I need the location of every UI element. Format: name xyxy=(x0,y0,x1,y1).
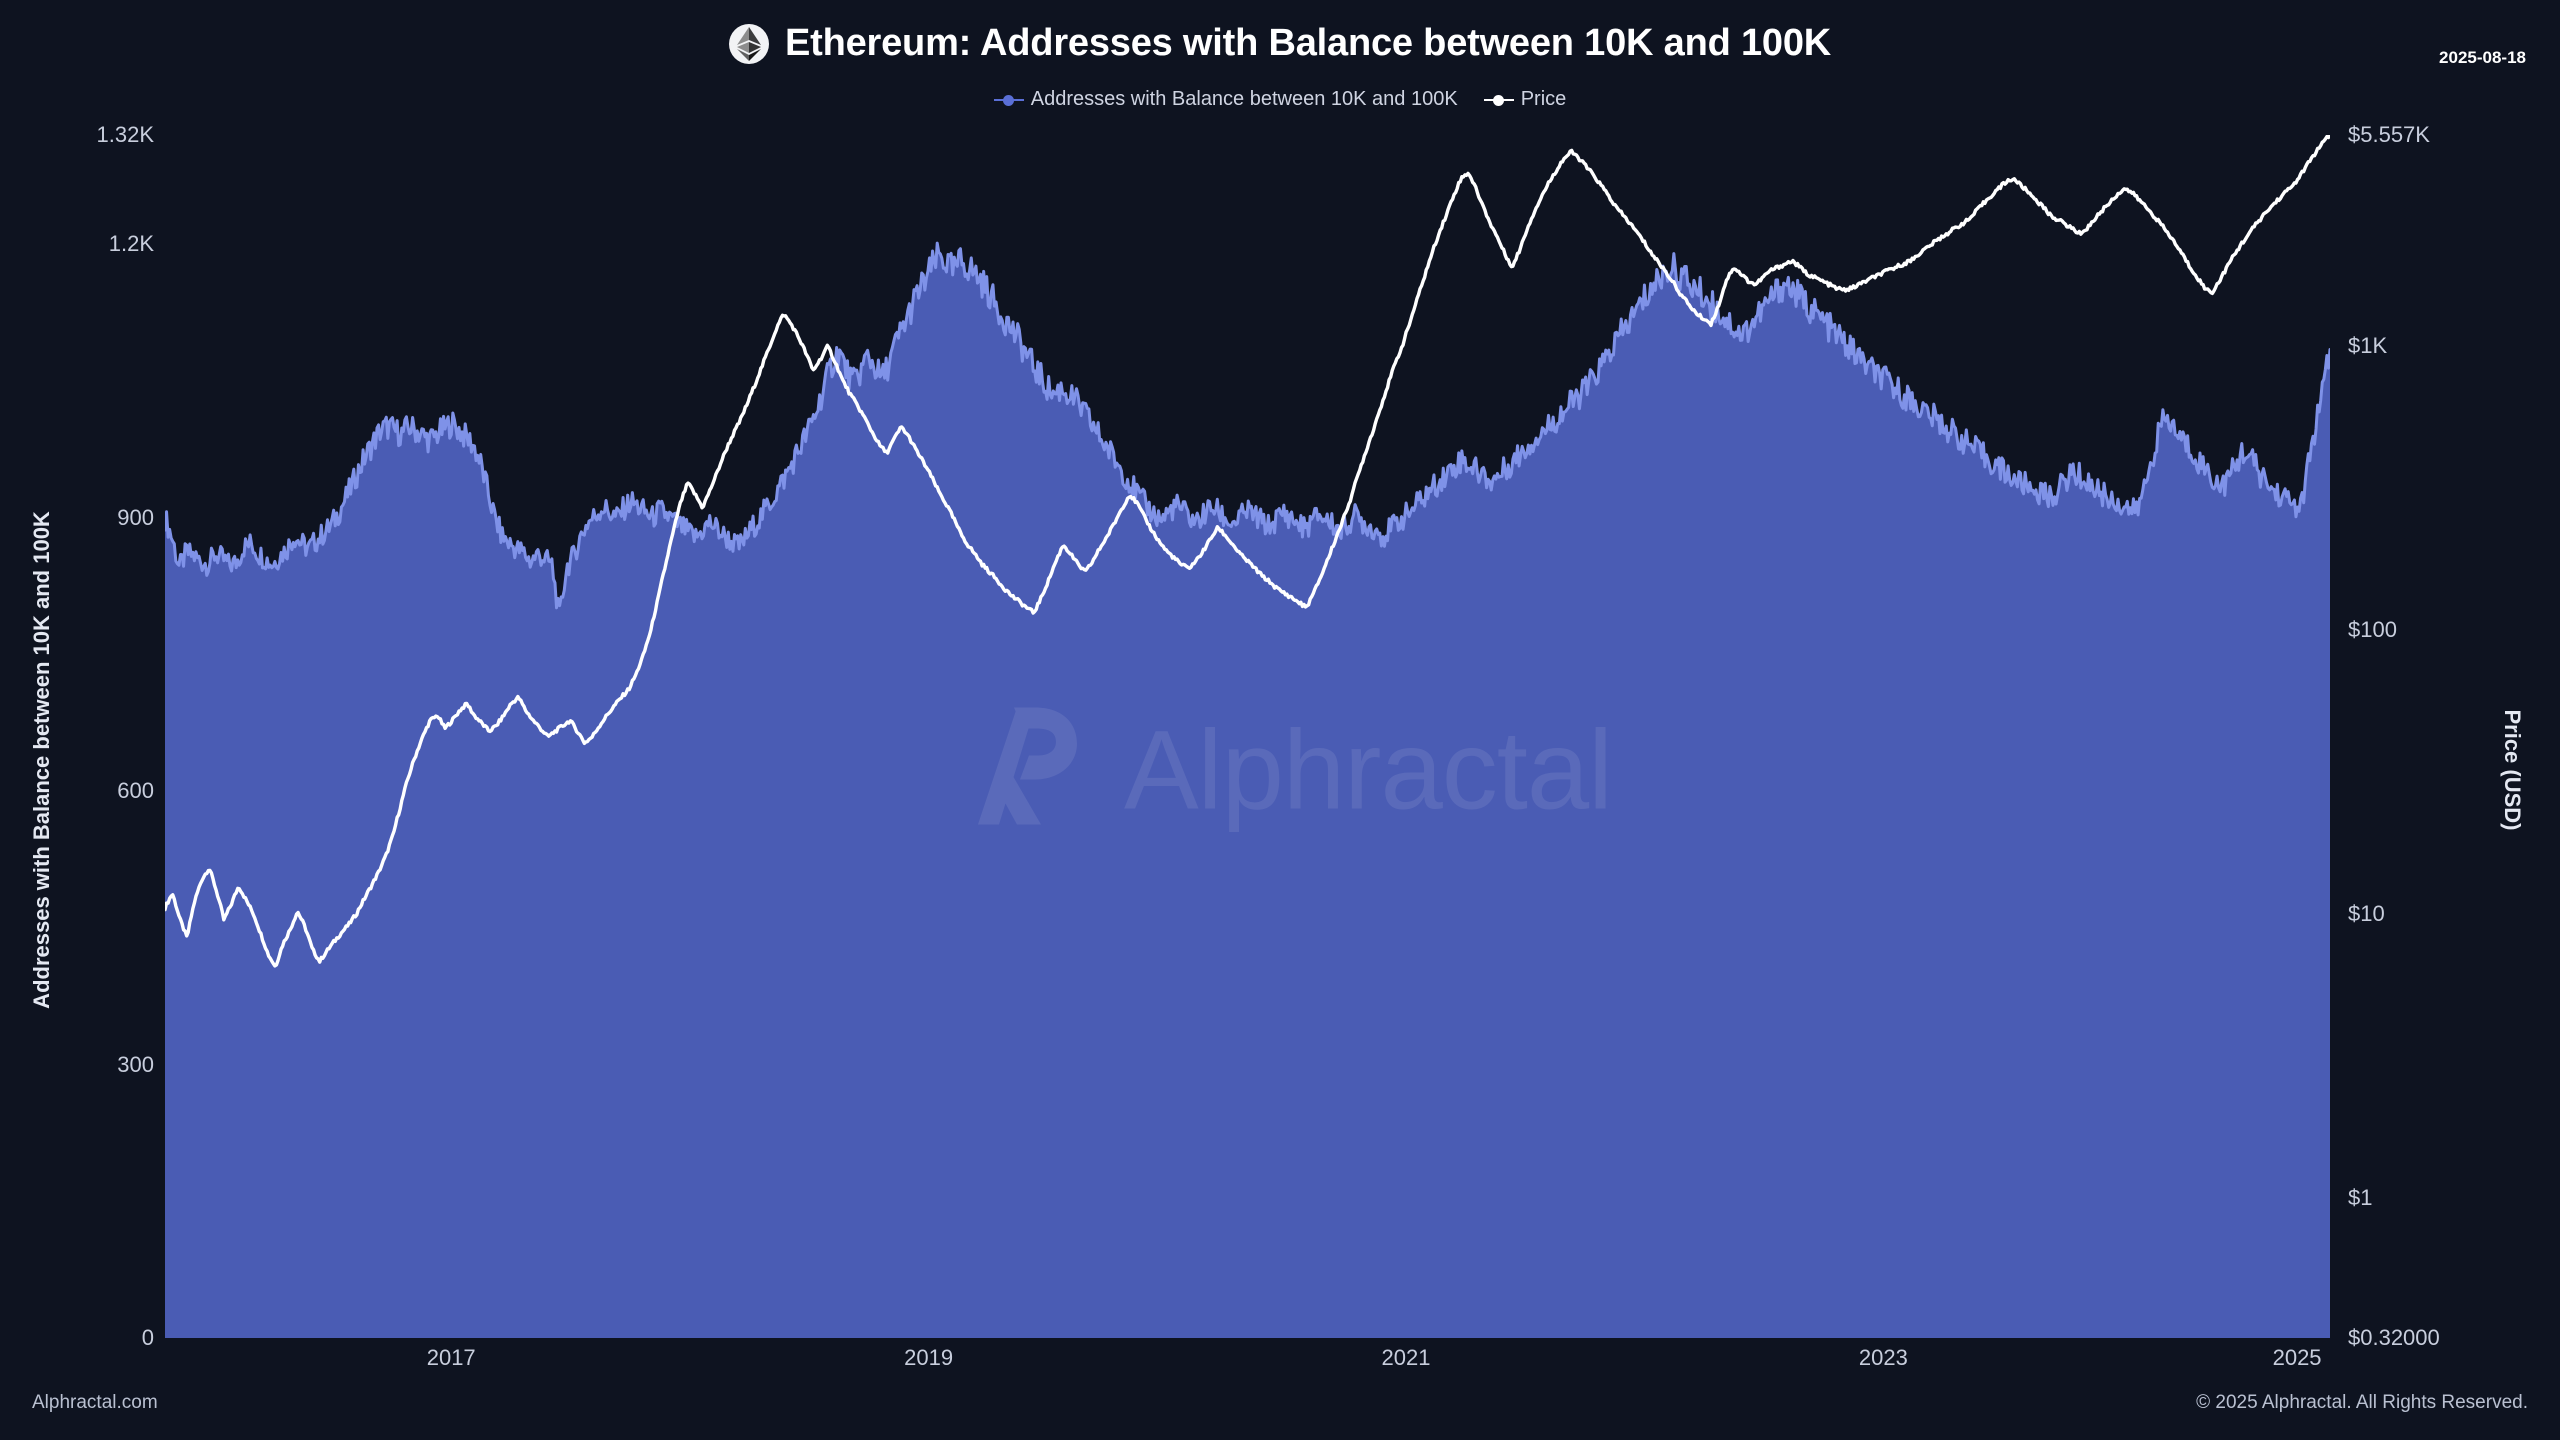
y-axis-left-tick: 1.32K xyxy=(96,122,155,147)
line-series-price xyxy=(165,135,2330,968)
y-axis-left-tick: 1.2K xyxy=(108,231,154,257)
x-axis-tick: 2023 xyxy=(1858,1345,1908,1370)
x-axis-tick: 2025 xyxy=(2272,1345,2322,1370)
footer-copyright: © 2025 Alphractal. All Rights Reserved. xyxy=(2196,1392,2528,1413)
y-axis-right-tick: $0.32000 xyxy=(2348,1325,2440,1350)
y-axis-left-tick: 900 xyxy=(117,504,154,530)
y-axis-right-tick: $1 xyxy=(2348,1184,2373,1210)
chart-canvas xyxy=(165,135,2330,1338)
y-axis-right-title: Price (USD) xyxy=(2500,709,2525,831)
x-axis-tick: 2021 xyxy=(1381,1345,1431,1370)
area-series-addresses xyxy=(165,243,2330,1338)
x-axis-tick: 2017 xyxy=(426,1345,476,1370)
legend-label: Addresses with Balance between 10K and 1… xyxy=(1030,88,1458,110)
legend-item-price[interactable]: Price xyxy=(1483,88,1567,111)
page-title: Ethereum: Addresses with Balance between… xyxy=(784,22,1831,64)
y-axis-left-tick: 300 xyxy=(117,1051,154,1077)
plot-area[interactable] xyxy=(165,135,2330,1338)
legend-item-addresses[interactable]: Addresses with Balance between 10K and 1… xyxy=(993,88,1458,111)
y-axis-left-tick: 0 xyxy=(141,1325,154,1350)
area-series-outline xyxy=(165,241,2330,610)
ethereum-icon xyxy=(728,23,769,64)
x-axis-tick: 2019 xyxy=(904,1345,954,1370)
legend-label: Price xyxy=(1520,88,1567,110)
y-axis-right-tick: $100 xyxy=(2348,617,2397,643)
y-axis-right-tick: $10 xyxy=(2348,900,2385,926)
legend-marker-icon xyxy=(993,94,1024,106)
footer-site[interactable]: Alphractal.com xyxy=(32,1392,158,1413)
y-axis-left-tick: 600 xyxy=(117,778,154,804)
y-axis-right-tick: $5.557K xyxy=(2348,122,2430,147)
y-axis-left-title: Addresses with Balance between 10K and 1… xyxy=(29,511,54,1009)
y-axis-right-tick: $1K xyxy=(2348,333,2388,359)
chart-legend: Addresses with Balance between 10K and 1… xyxy=(0,88,2560,111)
legend-marker-icon xyxy=(1483,94,1514,106)
chart-header: Ethereum: Addresses with Balance between… xyxy=(0,22,2560,65)
date-stamp: 2025-08-18 xyxy=(2439,48,2526,67)
